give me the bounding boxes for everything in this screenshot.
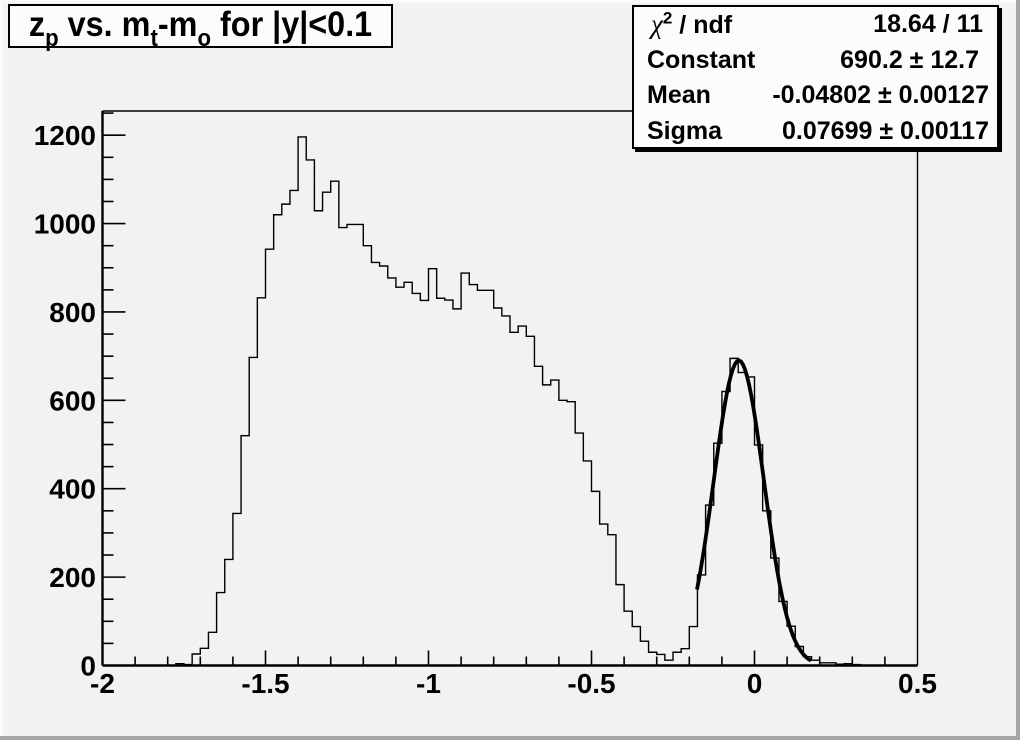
svg-text:800: 800 bbox=[49, 297, 96, 328]
svg-text:-2: -2 bbox=[90, 668, 115, 699]
svg-text:400: 400 bbox=[49, 474, 96, 505]
svg-text:200: 200 bbox=[49, 562, 96, 593]
svg-text:1000: 1000 bbox=[34, 209, 96, 240]
svg-text:600: 600 bbox=[49, 385, 96, 416]
svg-text:0: 0 bbox=[747, 668, 763, 699]
svg-text:-0.5: -0.5 bbox=[567, 668, 615, 699]
svg-text:0: 0 bbox=[80, 651, 96, 682]
svg-text:0.5: 0.5 bbox=[898, 668, 937, 699]
svg-text:1200: 1200 bbox=[34, 120, 96, 151]
svg-text:-1.5: -1.5 bbox=[241, 668, 289, 699]
svg-text:-1: -1 bbox=[416, 668, 441, 699]
